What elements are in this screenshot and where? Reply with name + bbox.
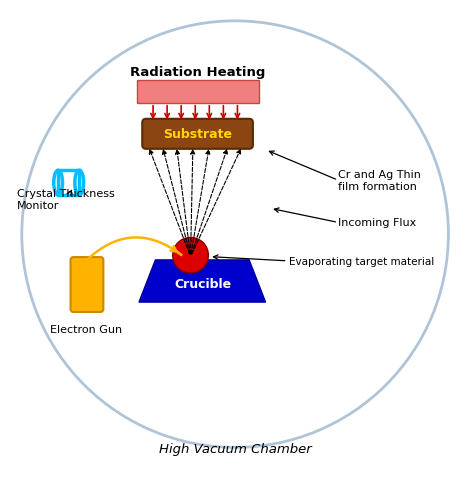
Text: Crucible: Crucible [174,277,232,290]
Text: Crystal Thickness
Monitor: Crystal Thickness Monitor [17,189,115,210]
Text: Substrate: Substrate [163,128,232,141]
Text: Incoming Flux: Incoming Flux [338,218,417,228]
Text: High Vacuum Chamber: High Vacuum Chamber [159,443,311,455]
FancyBboxPatch shape [71,258,103,312]
Circle shape [173,238,209,273]
FancyBboxPatch shape [137,81,258,103]
FancyBboxPatch shape [142,120,253,149]
Text: Radiation Heating: Radiation Heating [130,66,265,79]
Circle shape [22,22,448,447]
Text: Electron Gun: Electron Gun [50,324,122,334]
Text: Evaporating target material: Evaporating target material [289,256,434,266]
Text: Cr and Ag Thin
film formation: Cr and Ag Thin film formation [338,170,421,192]
Polygon shape [139,261,265,303]
